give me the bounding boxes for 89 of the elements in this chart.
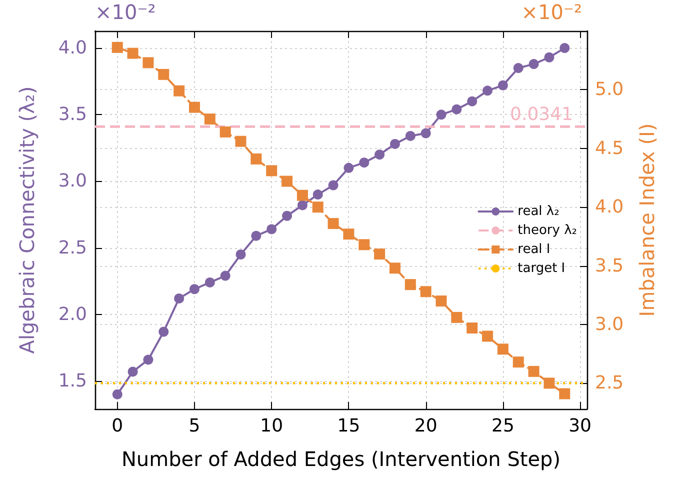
y-tick-label: 3.5	[58, 104, 87, 126]
point	[282, 210, 292, 221]
y2-tick-label: 3.0	[595, 314, 624, 335]
point	[544, 378, 555, 389]
annotation: 0.0341	[510, 104, 573, 126]
y2-tick-label: 5.0	[595, 79, 624, 100]
point	[266, 165, 278, 176]
y2-tick-label: 4.5	[595, 138, 624, 159]
y-tick-label: 2.5	[58, 237, 87, 258]
point	[390, 138, 400, 149]
y-axis-title: Algebraic Connectivity (λ₂)	[15, 86, 39, 354]
text: ×10⁻²	[521, 0, 582, 24]
x-tick-label: 5	[188, 416, 200, 436]
point	[266, 224, 277, 234]
point	[374, 150, 385, 160]
point	[220, 126, 231, 138]
point	[296, 190, 308, 201]
point	[250, 153, 262, 164]
x-tick-label: 30	[568, 416, 592, 436]
point	[436, 110, 446, 120]
point	[560, 43, 570, 54]
point	[158, 326, 169, 337]
legend-label: real λ₂	[518, 204, 560, 219]
point	[343, 228, 354, 240]
point	[235, 136, 246, 147]
point	[467, 96, 478, 106]
point	[404, 279, 416, 290]
x-tick-label: 20	[414, 416, 438, 436]
point	[297, 200, 308, 210]
y-tick-label: 1.5	[58, 370, 87, 392]
text: ×10⁻²	[95, 0, 156, 24]
point	[112, 42, 123, 53]
point	[142, 57, 154, 68]
point	[420, 128, 431, 138]
legend-label: target I	[518, 261, 566, 276]
y2-axis-title: Imbalance Index (I)	[635, 123, 659, 317]
point	[312, 190, 323, 200]
point	[528, 366, 540, 377]
point	[128, 366, 138, 377]
point	[482, 86, 493, 96]
point	[220, 270, 230, 281]
point	[405, 130, 416, 141]
point	[127, 48, 138, 59]
point	[174, 85, 185, 96]
point	[189, 284, 200, 294]
y2-tick-label: 4.0	[595, 196, 624, 218]
point	[466, 322, 478, 334]
point	[374, 248, 386, 260]
x-tick-label: 25	[491, 416, 514, 436]
point	[359, 158, 370, 168]
y-tick-label: 2.0	[58, 304, 87, 325]
point	[559, 388, 570, 400]
point	[158, 68, 170, 80]
y-tick-label: 3.0	[58, 170, 87, 192]
legend-label: real I	[518, 242, 550, 257]
y2-tick-label: 2.5	[595, 372, 624, 394]
x-tick-label: 10	[260, 416, 284, 436]
point	[358, 239, 370, 250]
point	[204, 114, 216, 125]
point	[436, 296, 447, 306]
point	[174, 293, 184, 304]
point	[451, 312, 462, 323]
legend-label: theory λ₂	[518, 223, 578, 238]
x-tick-label: 15	[337, 416, 360, 436]
point	[328, 180, 338, 190]
point	[420, 286, 432, 298]
point	[482, 330, 494, 342]
point	[512, 356, 524, 368]
point	[251, 230, 262, 241]
point	[282, 176, 293, 187]
y-tick-label: 4.0	[58, 38, 87, 59]
point	[204, 277, 215, 288]
point	[497, 344, 508, 355]
point	[112, 389, 122, 400]
point	[498, 80, 508, 90]
point	[328, 218, 339, 230]
x-axis-title: Number of Added Edges (Intervention Step)	[121, 447, 561, 471]
point	[452, 104, 462, 114]
point	[312, 202, 324, 213]
point	[528, 59, 539, 70]
point	[143, 354, 154, 365]
point	[513, 63, 524, 74]
point	[344, 162, 354, 173]
point	[188, 102, 200, 113]
point	[236, 250, 246, 260]
point	[544, 52, 554, 62]
x-tick-label: 0	[112, 416, 124, 436]
point	[389, 262, 400, 274]
y2-tick-label: 3.5	[595, 255, 624, 276]
